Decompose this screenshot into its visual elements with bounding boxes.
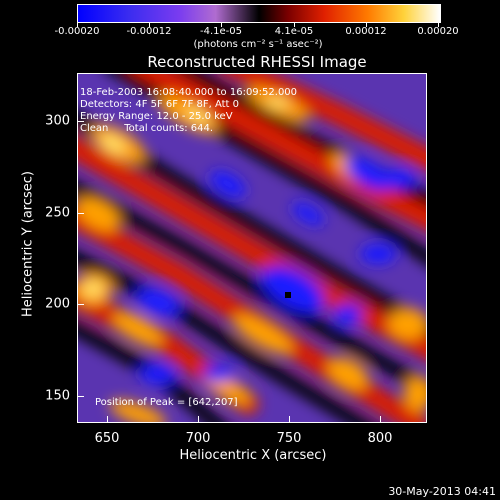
colorbar-tick-label: -0.00020	[54, 26, 100, 37]
x-tick-label: 650	[94, 431, 120, 446]
colorbar-tick-label: 4.1e-05	[274, 26, 314, 37]
x-tick-mark	[107, 416, 108, 423]
info-time-range: 18-Feb-2003 16:08:40.000 to 16:09:52.000	[80, 87, 298, 98]
x-tick-mark	[198, 416, 199, 423]
colorbar-tick	[221, 22, 222, 27]
y-tick-mark	[77, 121, 84, 122]
colorbar-tick	[438, 22, 439, 27]
y-tick-label: 250	[45, 205, 70, 221]
rhessi-image	[77, 73, 427, 423]
peak-marker	[285, 292, 291, 298]
y-tick-mark	[77, 213, 84, 214]
colorbar	[77, 4, 441, 23]
y-tick-mark	[77, 396, 84, 397]
colorbar-tick-label: 0.00020	[417, 26, 459, 37]
x-axis-label: Heliocentric X (arcsec)	[179, 448, 327, 463]
colorbar-tick-label: -4.1e-05	[200, 26, 242, 37]
y-tick-label: 300	[45, 113, 70, 129]
colorbar-tick	[149, 22, 150, 27]
x-tick-mark	[289, 416, 290, 423]
image-map	[78, 74, 426, 422]
timestamp: 30-May-2013 04:41	[388, 485, 496, 498]
x-tick-mark	[380, 416, 381, 423]
info-detectors: Detectors: 4F 5F 6F 7F 8F, Att 0	[80, 99, 240, 110]
y-tick-label: 150	[45, 388, 70, 404]
info-clean-counts: Clean Total counts: 644.	[80, 123, 214, 134]
colorbar-tick-label: -0.00012	[126, 26, 172, 37]
plot-title: Reconstructed RHESSI Image	[147, 53, 367, 71]
info-energy-range: Energy Range: 12.0 - 25.0 keV	[80, 111, 233, 122]
y-tick-mark	[77, 304, 84, 305]
y-tick-label: 200	[45, 296, 70, 312]
colorbar-tick-label: 0.00012	[345, 26, 387, 37]
colorbar-tick	[366, 22, 367, 27]
colorbar-unit: (photons cm⁻² s⁻¹ asec⁻²)	[193, 39, 323, 50]
colorbar-tick	[77, 22, 78, 27]
x-tick-label: 750	[276, 431, 302, 446]
y-axis-label: Heliocentric Y (arcsec)	[20, 171, 36, 317]
x-tick-label: 700	[185, 431, 211, 446]
x-tick-label: 800	[367, 431, 393, 446]
peak-position-label: Position of Peak = [642,207]	[95, 397, 238, 408]
colorbar-tick	[294, 22, 295, 27]
